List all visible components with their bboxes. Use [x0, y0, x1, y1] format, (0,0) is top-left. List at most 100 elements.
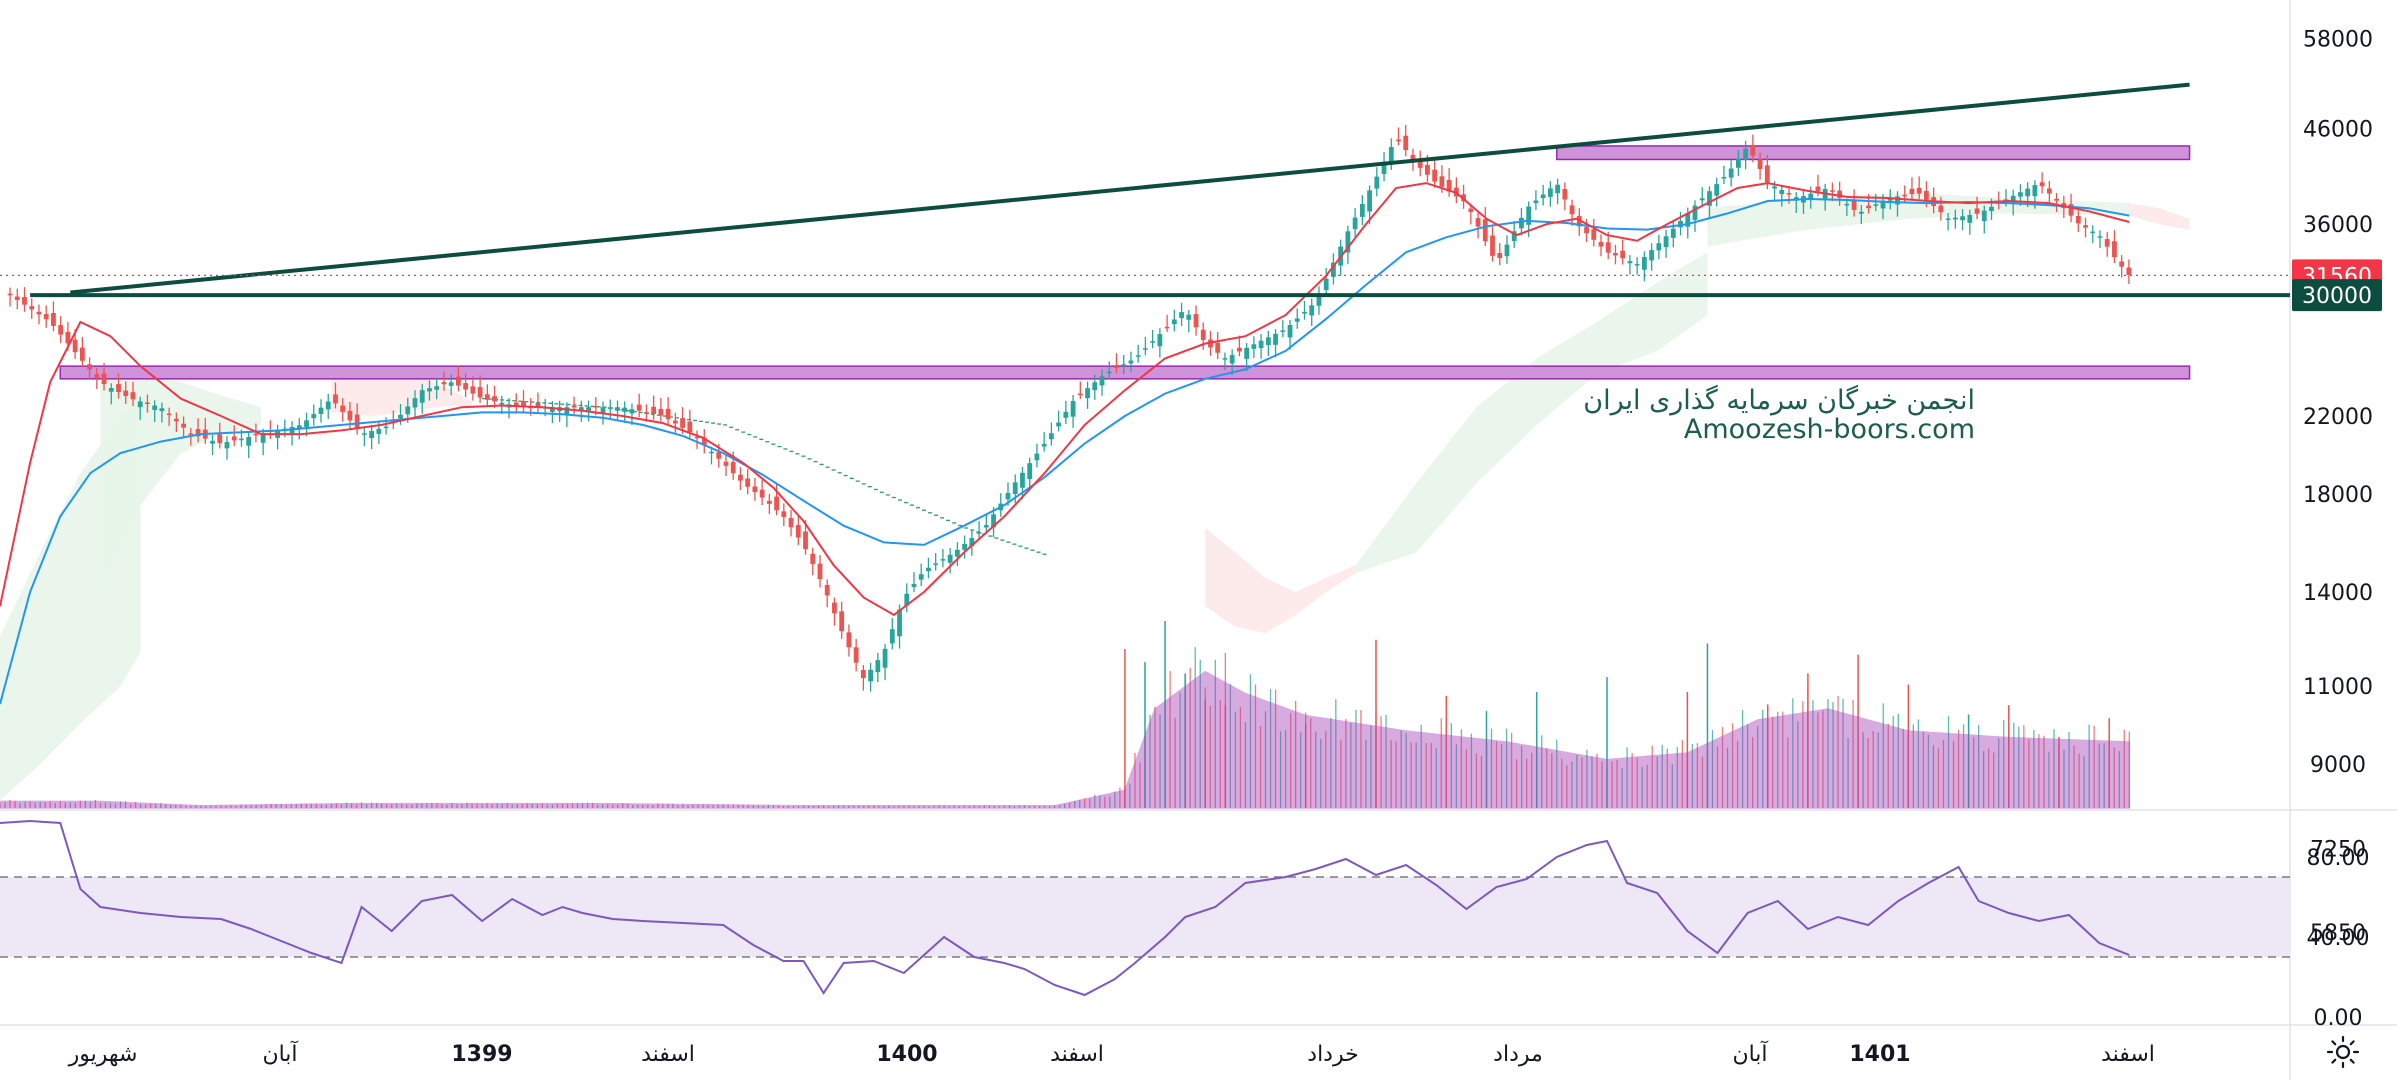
price-axis-label: 11000 [2303, 675, 2373, 700]
candle-body [1229, 355, 1235, 364]
candle-body [2068, 204, 2074, 216]
candle-body [1092, 382, 1098, 391]
candle-body [1316, 294, 1322, 306]
candle-body [289, 427, 295, 435]
time-axis-label: 1400 [876, 1042, 937, 1067]
candle-body [1056, 422, 1062, 427]
candle-body [947, 554, 953, 563]
volume-average-area [0, 670, 2131, 809]
level-badge-box [2292, 279, 2382, 312]
rsi-axis-label: 0.00 [2314, 1006, 2363, 1031]
candle-body [954, 549, 960, 557]
candle-body [116, 384, 121, 393]
candle-body [1837, 190, 1843, 198]
candle-body [499, 402, 505, 405]
candle-body [1526, 206, 1532, 225]
candle-body [123, 390, 129, 396]
candle-body [347, 410, 353, 421]
candle-body [1613, 253, 1618, 256]
candle-body [1764, 165, 1770, 183]
time-axis-label: اسفند [641, 1042, 695, 1067]
candle-body [2090, 231, 2096, 234]
candle-body [1641, 257, 1647, 270]
candle-body [1945, 218, 1951, 220]
cloud-band-6 [2129, 203, 2190, 230]
candle-body [427, 388, 432, 392]
candle-body [1143, 348, 1148, 350]
candle-body [1924, 191, 1929, 200]
candle-body [1280, 330, 1286, 332]
candle-body [1547, 188, 1553, 197]
candle-body [1909, 188, 1915, 195]
candle-body [709, 451, 714, 454]
candle-body [521, 400, 526, 408]
candle-body [550, 407, 555, 412]
candle-body [1815, 186, 1821, 192]
candle-body [296, 425, 302, 430]
candle-body [788, 518, 794, 528]
candle-body [651, 406, 657, 414]
candle-body [1866, 205, 1871, 209]
sun-icon[interactable] [2326, 1035, 2360, 1069]
candle-body [730, 461, 736, 474]
candle-body [1605, 242, 1611, 253]
candle-body [376, 428, 382, 434]
candle-body [130, 392, 136, 400]
candle-body [1468, 208, 1474, 212]
moving-average-slow-line [0, 197, 2130, 705]
candle-body [745, 478, 751, 487]
candle-body [1374, 176, 1380, 189]
candle-body [875, 660, 881, 673]
candle-body [1598, 241, 1604, 247]
candle-body [1902, 194, 1908, 197]
time-axis-label: اسفند [1050, 1042, 1104, 1067]
candle-body [933, 563, 939, 565]
candle-body [1215, 342, 1221, 353]
candle-body [1569, 205, 1575, 215]
candle-body [412, 398, 418, 408]
candle-body [1359, 204, 1365, 217]
time-axis-label: خرداد [1307, 1042, 1358, 1067]
candle-body [1750, 144, 1756, 156]
candle-body [1757, 159, 1763, 169]
candle-body [853, 647, 859, 663]
candle-body [1974, 208, 1980, 214]
candle-body [983, 525, 989, 528]
candle-body [1656, 243, 1662, 251]
watermark-website-text: Amoozesh-boors.com [1683, 414, 1975, 445]
candle-body [7, 293, 13, 296]
candle-body [361, 433, 367, 435]
candle-body [1244, 347, 1250, 359]
candle-body [607, 407, 613, 409]
candle-body [1952, 217, 1958, 220]
candle-body [2083, 225, 2088, 228]
candle-body [2054, 198, 2059, 201]
candle-body [622, 407, 628, 412]
candle-body [2039, 182, 2045, 187]
candle-body [1439, 176, 1445, 187]
candle-body [1396, 139, 1401, 142]
candle-body [260, 433, 266, 443]
candle-body [766, 500, 772, 504]
candle-body [1323, 278, 1329, 291]
candle-body [1714, 184, 1720, 196]
candle-body [173, 418, 179, 422]
candle-body [492, 396, 497, 402]
candle-body [1519, 217, 1524, 229]
candle-body [1808, 193, 1814, 199]
candle-body [231, 436, 237, 441]
candle-body [1012, 482, 1018, 494]
candle-body [629, 409, 635, 414]
candle-body [2025, 188, 2031, 197]
candle-body [224, 442, 230, 449]
candle-body [774, 496, 779, 511]
candle-body [615, 407, 620, 411]
candle-body [644, 412, 649, 414]
candle-body [962, 543, 968, 550]
candle-body [918, 574, 924, 580]
candle-body [477, 387, 483, 398]
candle-body [1352, 217, 1358, 230]
candle-body [1121, 364, 1127, 367]
